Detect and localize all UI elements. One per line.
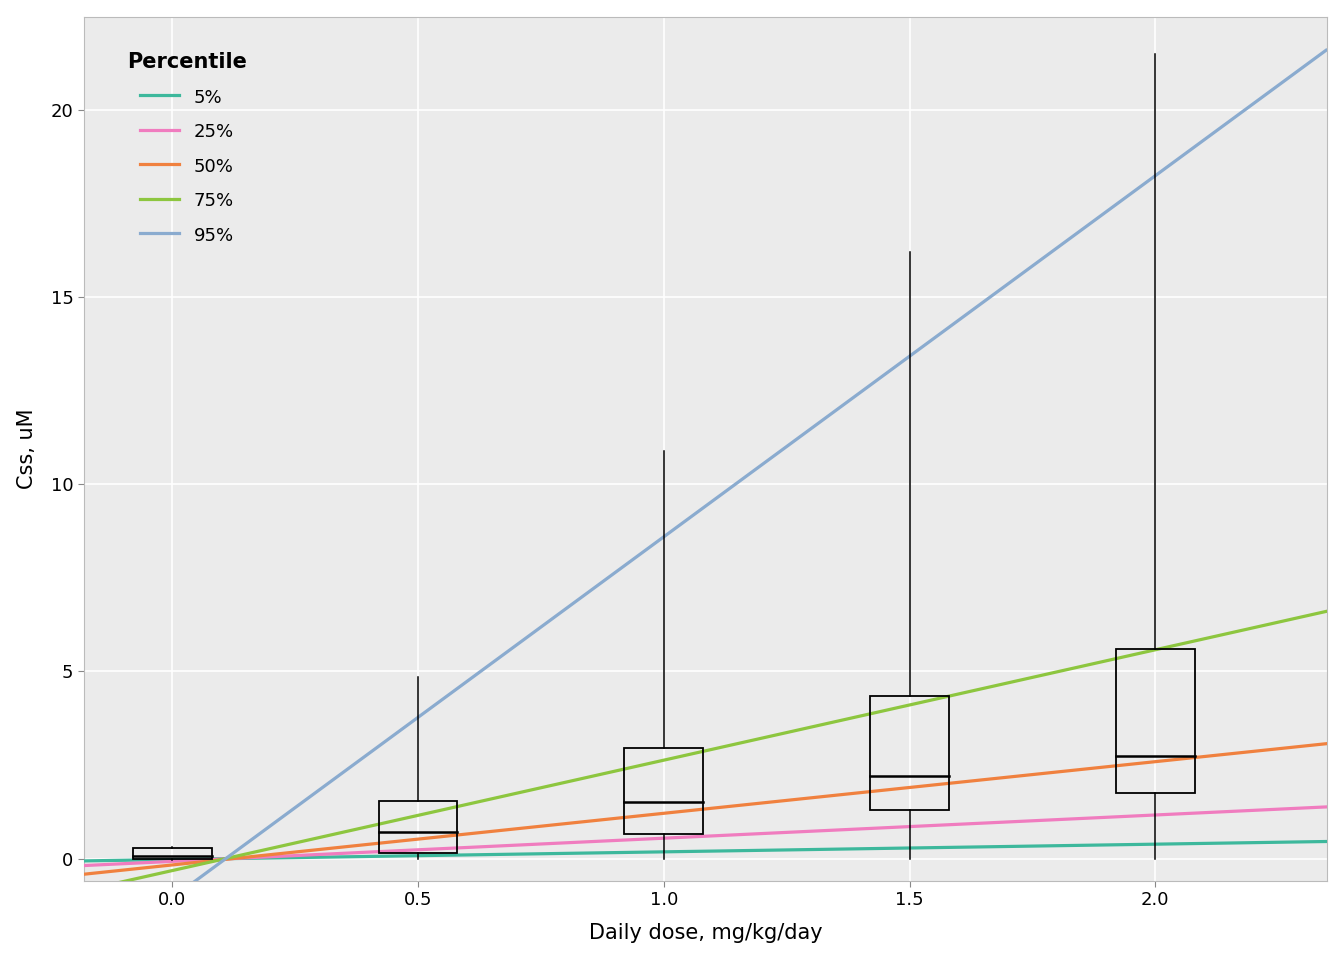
Legend: 5%, 25%, 50%, 75%, 95%: 5%, 25%, 50%, 75%, 95% [118,43,255,253]
Bar [379,801,457,853]
Y-axis label: Css, uM: Css, uM [16,409,36,489]
X-axis label: Daily dose, mg/kg/day: Daily dose, mg/kg/day [589,924,823,944]
Bar [871,696,949,810]
Bar [625,748,703,834]
Bar [133,848,211,858]
Bar [1116,649,1195,793]
